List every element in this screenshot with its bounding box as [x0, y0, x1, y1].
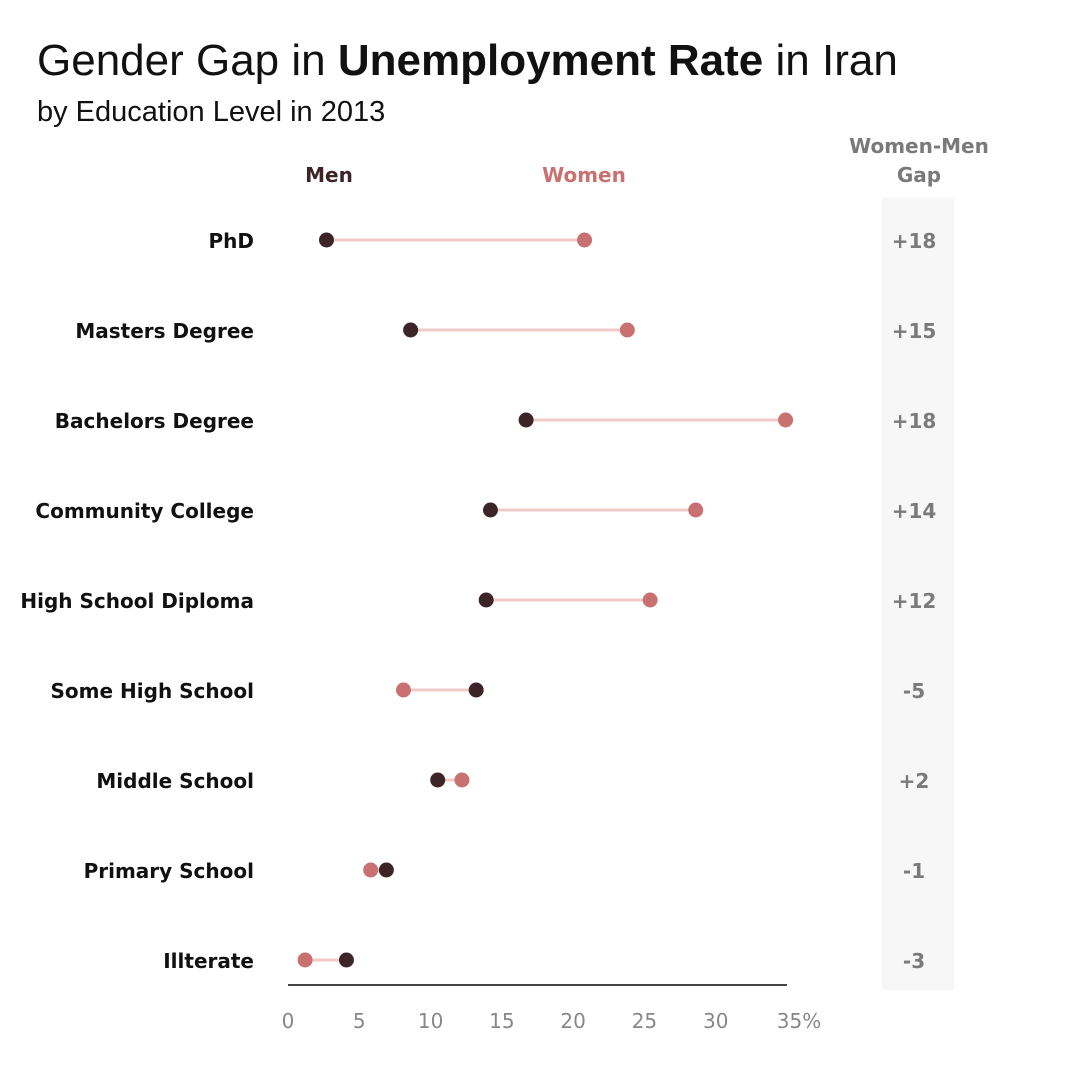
- men-dot: [518, 412, 534, 428]
- women-dot: [642, 592, 658, 608]
- chart-title: Gender Gap in Unemployment Rate in Iran: [37, 36, 898, 85]
- men-dot: [430, 772, 446, 788]
- women-dot: [297, 952, 313, 968]
- gap-label: +2: [899, 769, 930, 793]
- men-dot: [482, 502, 498, 518]
- x-tick-label: 25: [632, 1009, 657, 1033]
- women-dot: [577, 232, 593, 248]
- category-label: Illterate: [163, 949, 254, 973]
- chart-subtitle: by Education Level in 2013: [37, 96, 386, 128]
- men-dot: [338, 952, 354, 968]
- women-dot: [363, 862, 379, 878]
- women-dot: [778, 412, 794, 428]
- gap-header-line1: Women-Men: [849, 134, 989, 158]
- x-tick-label: 15: [489, 1009, 514, 1033]
- gap-label: +15: [892, 319, 937, 343]
- men-dot: [478, 592, 494, 608]
- x-tick-label: 35%: [777, 1009, 821, 1033]
- x-tick-label: 10: [418, 1009, 443, 1033]
- men-dot: [378, 862, 394, 878]
- x-tick-label: 30: [703, 1009, 728, 1033]
- category-label: Community College: [35, 499, 254, 523]
- gap-label: +12: [892, 589, 937, 613]
- gap-label: +18: [892, 229, 937, 253]
- women-dot: [395, 682, 411, 698]
- gap-header-line2: Gap: [897, 163, 941, 187]
- category-label: High School Diploma: [20, 589, 254, 613]
- category-label: Middle School: [96, 769, 254, 793]
- x-tick-label: 20: [560, 1009, 585, 1033]
- men-dot: [403, 322, 419, 338]
- gap-label: +14: [892, 499, 937, 523]
- women-dot: [688, 502, 704, 518]
- category-label: Masters Degree: [75, 319, 254, 343]
- gap-label: -3: [903, 949, 925, 973]
- women-dot: [454, 772, 470, 788]
- category-label: Primary School: [84, 859, 254, 883]
- gap-label: -5: [903, 679, 925, 703]
- x-tick-label: 5: [353, 1009, 366, 1033]
- gap-label: +18: [892, 409, 937, 433]
- men-dot: [318, 232, 334, 248]
- category-label: PhD: [209, 229, 255, 253]
- men-dot: [468, 682, 484, 698]
- category-label: Some High School: [51, 679, 254, 703]
- women-dot: [619, 322, 635, 338]
- gap-label: -1: [903, 859, 925, 883]
- x-tick-label: 0: [282, 1009, 295, 1033]
- legend-men: Men: [305, 163, 353, 187]
- gap-column-background: [882, 198, 954, 990]
- legend-women: Women: [542, 163, 626, 187]
- category-label: Bachelors Degree: [55, 409, 254, 433]
